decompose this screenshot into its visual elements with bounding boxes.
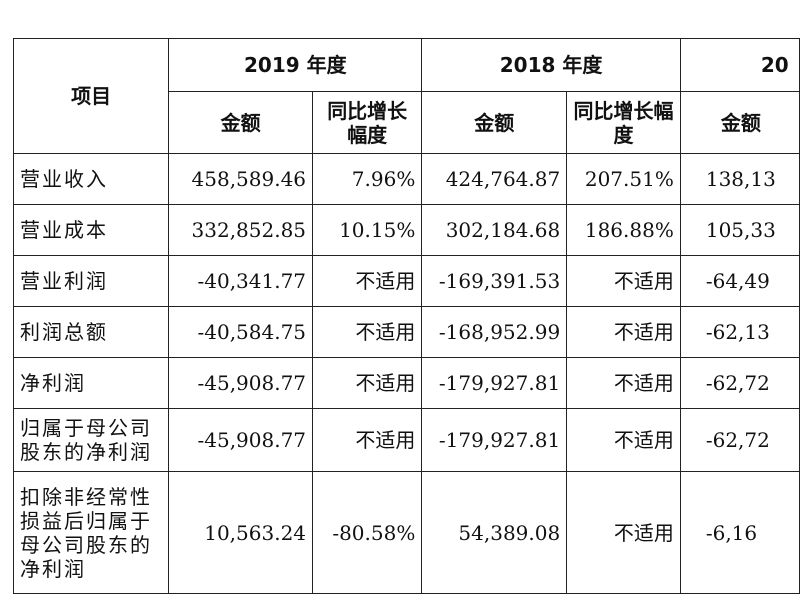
amount-header-2017: 金额 (679, 91, 800, 154)
table-row: 营业利润 -40,341.77 不适用 -169,391.53 不适用 -64,… (12, 255, 800, 307)
financial-table: 项目 2019 年度 2018 年度 20 金额 同比增长幅度 金额 同比增长幅… (12, 38, 800, 594)
amount-2017: -64,49 (679, 255, 800, 307)
growth-2018: 不适用 (566, 408, 681, 472)
item-column-header: 项目 (12, 38, 170, 154)
growth-2019: 不适用 (312, 306, 423, 358)
amount-2018: 424,764.87 (421, 153, 568, 205)
amount-2018: -168,952.99 (421, 306, 568, 358)
amount-header-2018: 金额 (421, 91, 568, 154)
growth-2019: -80.58% (312, 471, 423, 594)
growth-2019: 不适用 (312, 255, 423, 307)
amount-2017: -62,13 (679, 306, 800, 358)
amount-2018: -169,391.53 (421, 255, 568, 307)
amount-2017: -62,72 (679, 408, 800, 472)
growth-2018: 不适用 (566, 255, 681, 307)
amount-2018: -179,927.81 (421, 408, 568, 472)
row-label: 净利润 (12, 357, 170, 409)
subheader-row: 金额 同比增长幅度 金额 同比增长幅度 金额 (14, 91, 800, 154)
table-row: 归属于母公司股东的净利润 -45,908.77 不适用 -179,927.81 … (12, 408, 800, 472)
table-row: 营业收入 458,589.46 7.96% 424,764.87 207.51%… (12, 153, 800, 205)
amount-2017: -6,16 (679, 471, 800, 594)
row-label: 扣除非经常性损益后归属于母公司股东的净利润 (12, 471, 170, 594)
growth-header-2018: 同比增长幅度 (566, 91, 681, 154)
growth-2019: 7.96% (312, 153, 423, 205)
row-label: 营业成本 (12, 204, 170, 256)
row-label: 归属于母公司股东的净利润 (12, 408, 170, 472)
year-header-row: 项目 2019 年度 2018 年度 20 (12, 38, 800, 154)
amount-2019: -45,908.77 (168, 357, 314, 409)
row-label: 营业收入 (12, 153, 170, 205)
growth-2018: 186.88% (566, 204, 681, 256)
amount-2018: -179,927.81 (421, 357, 568, 409)
row-label: 利润总额 (12, 306, 170, 358)
table-row: 营业成本 332,852.85 10.15% 302,184.68 186.88… (12, 204, 800, 256)
table-row: 利润总额 -40,584.75 不适用 -168,952.99 不适用 -62,… (12, 306, 800, 358)
growth-2018: 不适用 (566, 357, 681, 409)
amount-2019: 458,589.46 (168, 153, 314, 205)
growth-header-2019: 同比增长幅度 (312, 91, 423, 154)
growth-2018: 207.51% (566, 153, 681, 205)
growth-2019: 10.15% (312, 204, 423, 256)
growth-2019: 不适用 (312, 357, 423, 409)
year-2018-header: 2018 年度 (421, 38, 681, 92)
amount-2019: -45,908.77 (168, 408, 314, 472)
amount-2017: -62,72 (679, 357, 800, 409)
amount-header-2019: 金额 (168, 91, 314, 154)
year-2019-header: 2019 年度 (168, 38, 423, 92)
year-2017-header: 20 (679, 38, 800, 92)
table-row: 扣除非经常性损益后归属于母公司股东的净利润 10,563.24 -80.58% … (12, 471, 800, 594)
amount-2019: 332,852.85 (168, 204, 314, 256)
row-label: 营业利润 (12, 255, 170, 307)
amount-2017: 138,13 (679, 153, 800, 205)
amount-2019: -40,341.77 (168, 255, 314, 307)
table-row: 净利润 -45,908.77 不适用 -179,927.81 不适用 -62,7… (12, 357, 800, 409)
growth-2018: 不适用 (566, 306, 681, 358)
growth-2019: 不适用 (312, 408, 423, 472)
amount-2018: 54,389.08 (421, 471, 568, 594)
growth-2018: 不适用 (566, 471, 681, 594)
amount-2018: 302,184.68 (421, 204, 568, 256)
amount-2019: 10,563.24 (168, 471, 314, 594)
amount-2017: 105,33 (679, 204, 800, 256)
amount-2019: -40,584.75 (168, 306, 314, 358)
